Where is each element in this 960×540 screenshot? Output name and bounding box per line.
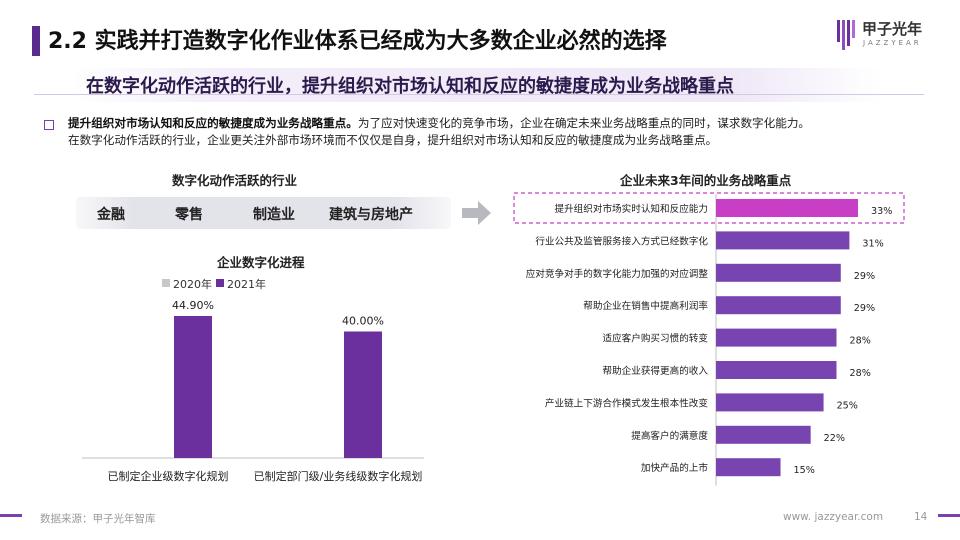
bar-6 (716, 393, 824, 412)
title-accent-bar (32, 26, 40, 56)
industries-title: 数字化动作活跃的行业 (172, 173, 298, 188)
bar-data-label: 40.00% (342, 314, 384, 327)
industry-construction-real-estate: 建筑与房地产 (329, 207, 413, 223)
category-label: 帮助企业获得更高的收入 (602, 365, 708, 377)
bar-data-label: 31% (862, 238, 883, 249)
bar-7 (716, 425, 811, 444)
page-number: 14 (914, 511, 928, 523)
right-bar-chart: 提升组织对市场实时认知和反应能力 33% 行业公共及监管服务接入方式已经数字化 31%… (513, 192, 905, 486)
bullet-square-icon (44, 120, 54, 130)
bar-data-label: 22% (824, 433, 845, 444)
category-label: 帮助企业在销售中提高利润率 (583, 300, 708, 312)
bar-data-label: 28% (849, 368, 870, 379)
category-label: 已制定企业级数字化规划 (108, 469, 229, 483)
logo-subtext: JAZZYEAR (863, 39, 922, 47)
category-label: 行业公共及监管服务接入方式已经数字化 (535, 235, 708, 247)
intro-bold: 提升组织对市场认知和反应的敏捷度成为业务战略重点。 (68, 116, 358, 130)
industry-retail: 零售 (175, 207, 203, 223)
bar-4 (716, 328, 837, 347)
category-label: 应对竞争对手的数字化能力加强的对应调整 (526, 268, 709, 280)
bar-data-label: 15% (794, 465, 815, 476)
bar-data-label: 25% (837, 400, 858, 411)
bar-2021年-0 (174, 316, 212, 458)
bar-1 (716, 231, 850, 250)
subtitle-divider (34, 94, 924, 95)
industry-manufacturing: 制造业 (253, 207, 295, 223)
bar-data-label: 29% (854, 303, 875, 314)
legend-label-2020: 2020年 (173, 278, 212, 291)
legend-swatch-2021 (216, 279, 224, 287)
bar-5 (716, 361, 837, 379)
right-chart-title: 企业未来3年间的业务战略重点 (620, 173, 792, 188)
bar-3 (716, 296, 841, 315)
category-label: 加快产品的上市 (641, 462, 709, 474)
footer-website-link[interactable]: www. jazzyear.com (783, 511, 884, 523)
bar-0 (716, 199, 858, 217)
category-label: 已制定部门级/业务线级数字化规划 (254, 469, 423, 483)
footer-accent-left (0, 514, 22, 517)
subtitle-band (72, 68, 882, 102)
legend-label-2021: 2021年 (227, 278, 266, 291)
intro-text-2: 在数字化动作活跃的行业，企业更关注外部市场环境而不仅仅是自身，提升组织对市场认知… (68, 133, 718, 147)
footer-source: 数据来源：甲子光年智库 (40, 513, 156, 525)
bar-2 (716, 263, 841, 282)
logo-text: 甲子光年 (862, 20, 923, 38)
bar-data-label: 44.90% (172, 299, 214, 312)
left-bar-chart: 44.90% 已制定企业级数字化规划 40.00% 已制定部门级/业务线级数字化规划 (82, 299, 424, 483)
bar-data-label: 28% (849, 336, 870, 347)
industry-finance: 金融 (97, 207, 125, 223)
page-title: 2.2 实践并打造数字化作业体系已经成为大多数企业必然的选择 (48, 29, 667, 54)
footer-accent-right (938, 514, 960, 517)
bar-8 (716, 458, 781, 477)
bar-data-label: 33% (871, 206, 892, 217)
bar-2021年-1 (344, 331, 382, 458)
industries-band (76, 197, 451, 229)
category-label: 提高客户的满意度 (631, 430, 708, 442)
legend-swatch-2020 (162, 279, 170, 287)
right-arrow-icon (462, 201, 491, 225)
category-label: 适应客户购买习惯的转变 (602, 333, 708, 345)
left-chart-title: 企业数字化进程 (217, 255, 305, 270)
intro-paragraph: 提升组织对市场认知和反应的敏捷度成为业务战略重点。为了应对快速变化的竞争市场，企… (68, 115, 928, 149)
logo-mark-icon (837, 20, 855, 50)
intro-text-1: 为了应对快速变化的竞争市场，企业在确定未来业务战略重点的同时，谋求数字化能力。 (357, 116, 811, 130)
brand-logo: 甲子光年 JAZZYEAR (836, 16, 948, 56)
category-label: 提升组织对市场实时认知和反应能力 (555, 203, 709, 215)
subtitle: 在数字化动作活跃的行业，提升组织对市场认知和反应的敏捷度成为业务战略重点 (86, 76, 734, 97)
bar-data-label: 29% (854, 271, 875, 282)
category-label: 产业链上下游合作模式发生根本性改变 (545, 397, 708, 409)
